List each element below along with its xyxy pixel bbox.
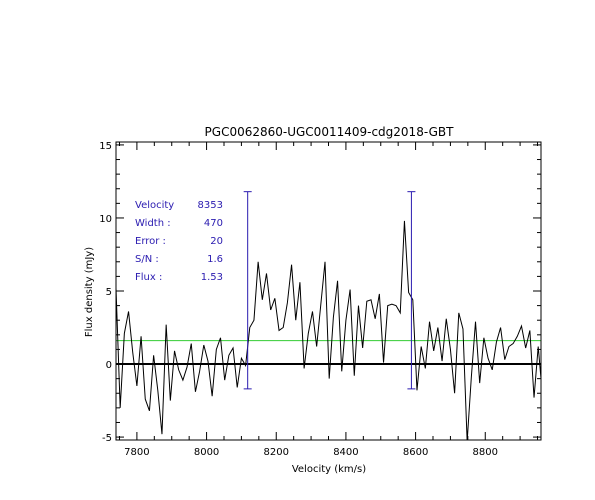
spectrum-line	[116, 220, 541, 440]
info-value: 8353	[198, 200, 223, 211]
info-label: S/N :	[135, 254, 159, 265]
info-value: 20	[210, 236, 223, 247]
x-tick-label: 8400	[333, 447, 358, 458]
x-axis-label: Velocity (km/s)	[292, 464, 366, 475]
info-label: Width :	[135, 218, 171, 229]
info-value: 1.6	[207, 254, 223, 265]
info-label: Flux :	[135, 272, 162, 283]
y-axis-label: Flux density (mJy)	[84, 247, 95, 337]
plot-area: 7800 8000 8200 8400 8600 8800 -5 0 5 10 15 Velocity…	[99, 141, 542, 458]
y-tick-label: 5	[106, 287, 112, 298]
x-tick-label: 8800	[473, 447, 498, 458]
x-tick-label: 7800	[124, 447, 149, 458]
y-tick-label: 0	[106, 360, 112, 371]
info-label: Velocity	[135, 200, 174, 211]
info-label: Error :	[135, 236, 166, 247]
x-tick-label: 8600	[403, 447, 428, 458]
x-tick-label: 8200	[264, 447, 289, 458]
info-value: 470	[204, 218, 223, 229]
y-tick-label: 10	[99, 214, 112, 225]
y-tick-label: -5	[102, 433, 112, 444]
x-tick-label: 8000	[194, 447, 219, 458]
plot-frame	[115, 141, 542, 441]
y-tick-label: 15	[99, 141, 112, 152]
info-value: 1.53	[201, 272, 223, 283]
chart-title: PGC0062860-UGC0011409-cdg2018-GBT	[205, 125, 455, 139]
